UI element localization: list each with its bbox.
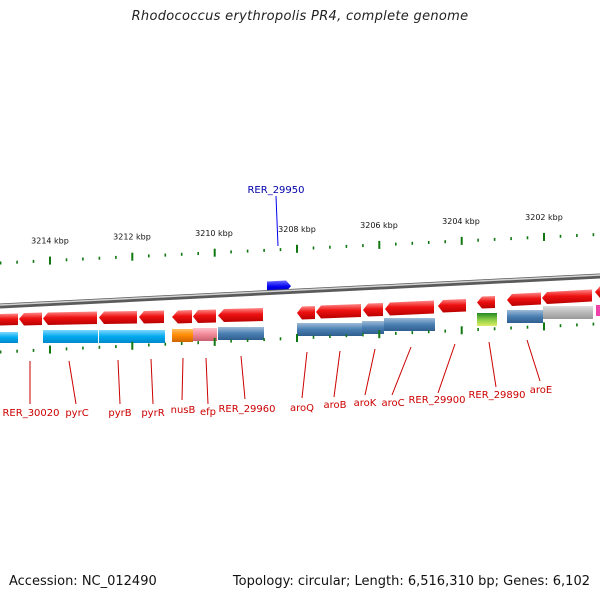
tick-label: 3212 kbp (113, 233, 151, 242)
category-bar (172, 329, 193, 342)
gene-arrow[interactable] (43, 311, 97, 326)
gene-label[interactable]: pyrR (141, 408, 164, 419)
lower-dot-row (0, 322, 595, 354)
gene-label[interactable]: efp (200, 407, 216, 418)
category-bar (43, 330, 98, 343)
scale-tick-labels: 3214 kbp 3212 kbp 3210 kbp 3208 kbp 3206 kbp… (31, 213, 563, 246)
gene-arrow[interactable] (99, 311, 137, 324)
gene-label[interactable]: pyrB (108, 408, 131, 419)
gene-label[interactable]: RER_30020 (2, 408, 59, 419)
highlight-gene-label[interactable]: RER_29950 (247, 185, 304, 196)
category-bar (99, 330, 165, 343)
gene-label[interactable]: RER_29900 (408, 395, 465, 406)
gene-arrow[interactable] (385, 300, 434, 316)
genome-summary-text: Topology: circular; Length: 6,516,310 bp… (232, 574, 590, 589)
gene-arrow[interactable] (218, 308, 263, 322)
gene-label[interactable]: pyrC (65, 408, 88, 419)
tick-label: 3206 kbp (360, 221, 398, 230)
gene-arrows (0, 286, 600, 326)
gene-label[interactable]: aroQ (290, 403, 314, 414)
gene-label[interactable]: nusB (171, 405, 196, 416)
tick-label: 3202 kbp (525, 213, 563, 222)
genome-title: Rhodococcus erythropolis PR4, complete g… (131, 9, 469, 24)
gene-arrow[interactable] (363, 303, 383, 317)
gene-label[interactable]: aroK (354, 398, 377, 409)
gene-arrow[interactable] (316, 304, 361, 319)
gene-labels: RER_30020 pyrC pyrB pyrR nusB efp RER_29… (2, 385, 552, 419)
category-bar (218, 327, 264, 340)
category-bars (0, 305, 600, 343)
gene-arrow[interactable] (507, 292, 541, 307)
category-bar (507, 310, 543, 323)
gene-label[interactable]: RER_29960 (218, 404, 275, 415)
gene-arrow[interactable] (193, 309, 216, 324)
gene-label[interactable]: aroB (324, 400, 347, 411)
gene-arrow[interactable] (477, 296, 495, 309)
gene-arrow[interactable] (172, 310, 192, 324)
tick-label: 3204 kbp (442, 217, 480, 226)
gene-label[interactable]: RER_29890 (468, 390, 525, 401)
accession-text: Accession: NC_012490 (9, 574, 157, 589)
category-bar (596, 305, 600, 316)
tick-label: 3208 kbp (278, 225, 316, 234)
gene-leader-lines (29, 339, 541, 405)
gene-arrow[interactable] (542, 289, 592, 305)
genome-backbone (0, 273, 600, 309)
category-bar (477, 313, 497, 326)
gene-arrow[interactable] (139, 310, 164, 324)
gene-arrow[interactable] (19, 312, 42, 326)
category-bar (297, 323, 362, 336)
category-bar (362, 321, 384, 334)
gene-arrow[interactable] (297, 306, 315, 320)
category-bar (0, 332, 18, 343)
tick-label: 3210 kbp (195, 229, 233, 238)
gene-arrow[interactable] (0, 313, 18, 326)
gene-arrow[interactable] (438, 299, 466, 313)
gene-arrow[interactable] (595, 286, 600, 298)
tick-label: 3214 kbp (31, 237, 69, 246)
gene-label[interactable]: aroC (381, 398, 404, 409)
scale-ticks (0, 233, 595, 265)
highlight-leader-line (275, 195, 279, 247)
category-bar (543, 306, 593, 319)
gene-label[interactable]: aroE (530, 385, 552, 396)
category-bar (384, 318, 435, 331)
category-bar (193, 328, 217, 341)
